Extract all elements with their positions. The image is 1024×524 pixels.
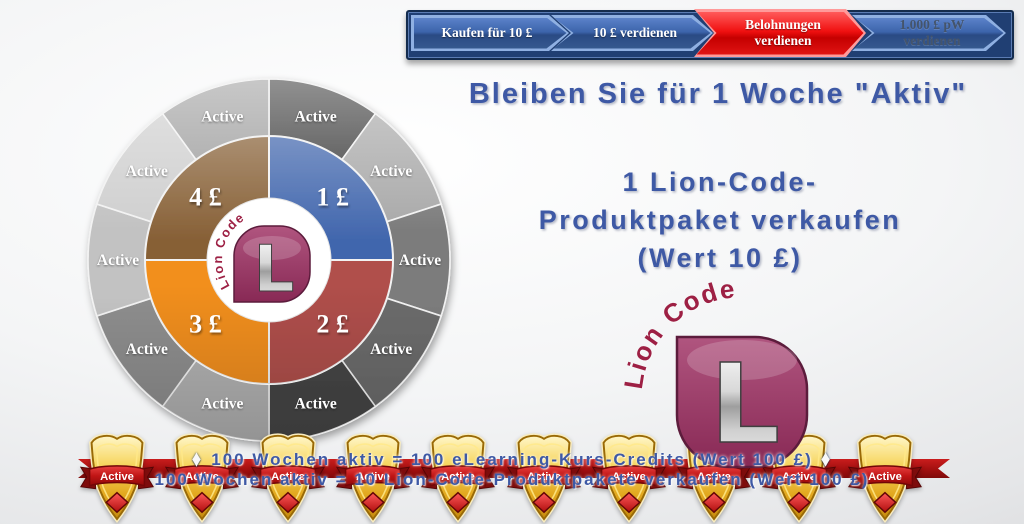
wheel-value-label: 3 £	[189, 310, 222, 339]
active-banner-label: Active	[868, 471, 902, 483]
wheel-active-label: Active	[295, 396, 337, 413]
wheel-active-label: Active	[201, 108, 243, 125]
gem-icon	[275, 491, 300, 514]
lion-code-blob	[675, 335, 809, 469]
wheel-active-label: Active	[399, 252, 441, 269]
active-banner	[856, 465, 913, 487]
subtitle-line-3: (Wert 10 £)	[637, 243, 803, 273]
subtitle: 1 Lion-Code- Produktpaket verkaufen (Wer…	[420, 163, 1020, 277]
gem-icon	[702, 491, 726, 514]
gem-icon	[872, 491, 897, 514]
nav-step-buy[interactable]: Kaufen für 10 £	[411, 15, 569, 51]
progress-nav: Kaufen für 10 £ 10 £ verdienen Belohnung…	[406, 10, 1014, 60]
wheel-active-label: Active	[295, 108, 337, 125]
active-shield: Active	[165, 433, 240, 524]
nav-step-label: 10 £ verdienen	[593, 25, 677, 41]
gem-icon	[361, 491, 385, 514]
active-banner	[600, 465, 657, 487]
gem-icon	[446, 491, 471, 514]
wheel-value-label: 1 £	[316, 182, 349, 211]
page-title: Bleiben Sie für 1 Woche "Aktiv"	[468, 78, 968, 110]
active-banner	[430, 465, 487, 487]
active-banner	[174, 465, 231, 487]
active-shield: Active	[847, 433, 922, 524]
wheel-active-label: Active	[97, 252, 139, 269]
active-banner	[344, 465, 402, 487]
active-banner	[771, 465, 828, 487]
nav-step-rewards-active[interactable]: Belohnungen verdienen	[694, 9, 866, 57]
active-banner	[88, 465, 146, 487]
active-shield: Active	[591, 433, 666, 524]
diamond-icon: ♦	[191, 446, 204, 473]
wheel-active-label: Active	[201, 396, 243, 413]
wheel-active-label: Active	[126, 163, 168, 180]
gem-icon	[531, 491, 556, 514]
bottom-line-1-text: 100 Wochen aktiv = 100 eLearning-Kurs-Cr…	[211, 450, 813, 469]
active-shield-row: Active Active Active Active Active Active Acti…	[0, 430, 1024, 524]
active-banner-label: Active	[100, 471, 134, 483]
wheel-active-label: Active	[126, 341, 168, 358]
lion-code-blob	[233, 225, 311, 303]
active-banner-label: Active	[185, 471, 219, 483]
nav-step-label: Belohnungen verdienen	[745, 17, 821, 48]
active-banner-label: Active	[697, 471, 731, 483]
lion-code-letter: L	[710, 340, 780, 468]
active-banner-label: Active	[527, 471, 561, 483]
wheel-active-label: Active	[370, 163, 412, 180]
bottom-line-2: 100 Wochen aktiv = 10 Lion-Code-Produktp…	[154, 470, 870, 489]
gem-icon	[616, 491, 641, 514]
wheel-active-label: Active	[370, 341, 412, 358]
gem-icon	[105, 491, 129, 514]
active-banner-label: Active	[612, 471, 646, 483]
gem-icon	[787, 491, 812, 514]
lion-code-logo: L Lion Code	[618, 282, 809, 469]
active-shield: Active	[506, 433, 581, 524]
lion-code-letter: L	[254, 233, 295, 307]
subtitle-line-2: Produktpaket verkaufen	[538, 205, 902, 235]
nav-step-label: Kaufen für 10 £	[441, 25, 533, 41]
nav-step-1000pw[interactable]: 1.000 £ pW verdienen	[852, 15, 1006, 51]
active-banner-label: Active	[783, 471, 817, 483]
wheel-value-label: 4 £	[189, 182, 222, 211]
active-shield: Active	[79, 433, 155, 524]
active-shield: Active	[335, 433, 411, 524]
nav-step-earn[interactable]: 10 £ verdienen	[551, 15, 713, 51]
wheel-value-label: 2 £	[316, 310, 349, 339]
diamond-icon: ♦	[820, 446, 833, 473]
active-banner	[515, 465, 572, 487]
wheel-center-logo: L Lion Code	[206, 197, 332, 323]
active-banner	[259, 465, 316, 487]
gem-icon	[190, 491, 215, 514]
reward-wheel: Active Active Active Active Active Active Acti…	[87, 78, 451, 442]
subtitle-line-1: 1 Lion-Code-	[622, 167, 818, 197]
active-banner	[685, 465, 743, 487]
active-shield: Active	[421, 433, 496, 524]
nav-step-label: 1.000 £ pW verdienen	[899, 17, 965, 48]
active-banner-label: Active	[441, 471, 475, 483]
active-shield: Active	[250, 433, 325, 524]
active-banner-label: Active	[271, 471, 305, 483]
active-banner-label: Active	[356, 471, 390, 483]
bottom-line-1: ♦ 100 Wochen aktiv = 100 eLearning-Kurs-C…	[0, 446, 1024, 473]
